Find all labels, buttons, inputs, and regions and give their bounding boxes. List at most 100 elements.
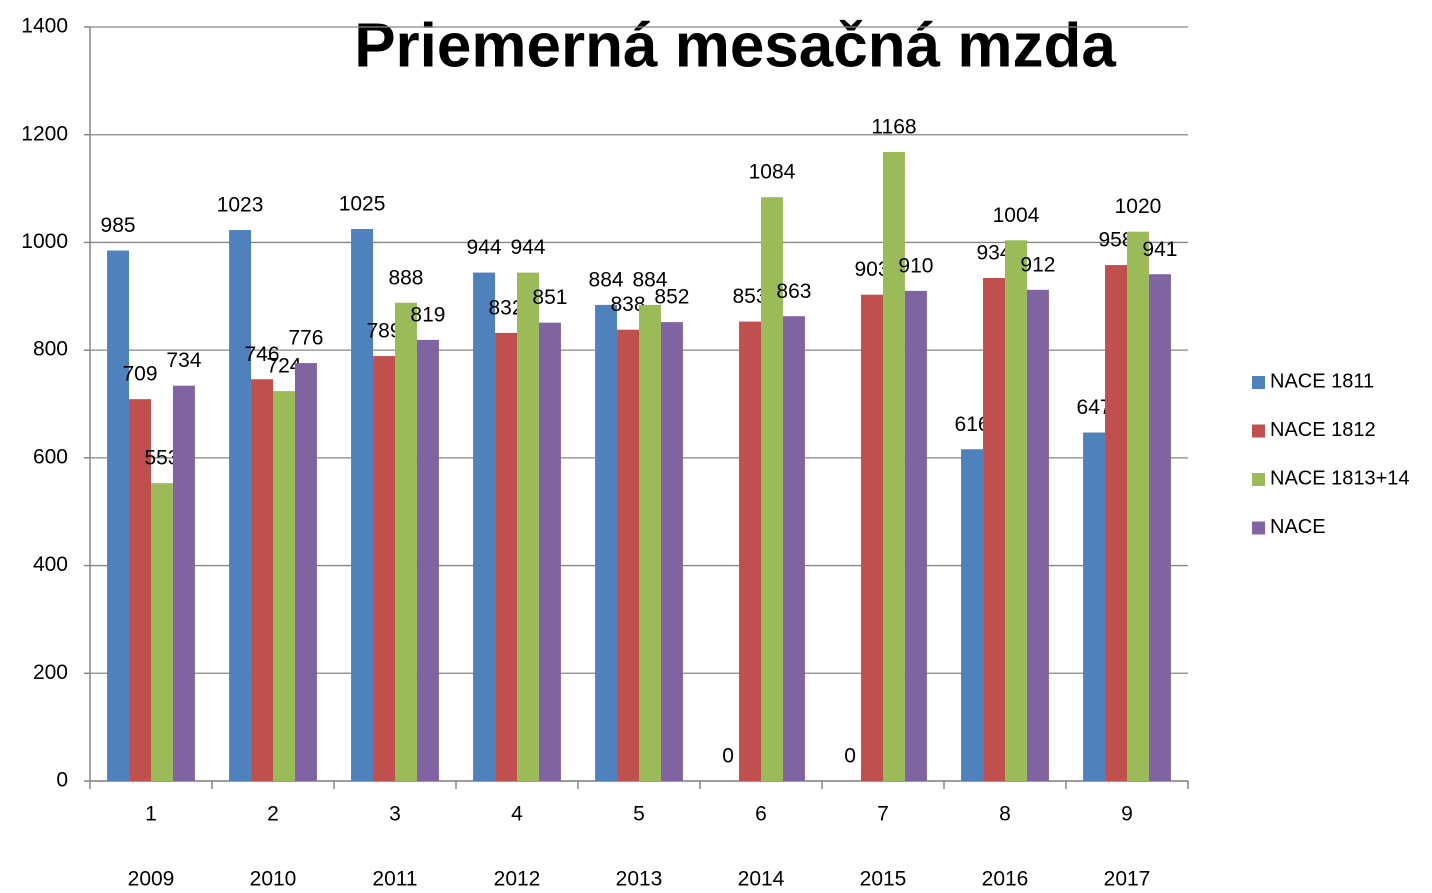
y-tick-label: 0 <box>56 769 68 792</box>
data-label: 832 <box>488 296 523 319</box>
bar <box>1105 265 1127 781</box>
y-tick-label: 1400 <box>21 15 68 38</box>
bar <box>739 321 761 781</box>
data-label: 903 <box>854 258 889 281</box>
x-tick-label: 3 <box>389 803 401 826</box>
data-label: 863 <box>776 280 811 303</box>
year-label: 2010 <box>250 868 297 891</box>
data-label: 0 <box>844 745 856 768</box>
data-label: 853 <box>732 285 767 308</box>
bar <box>1148 274 1171 781</box>
data-label: 1025 <box>339 193 386 216</box>
data-label: 724 <box>266 355 301 378</box>
data-label: 553 <box>144 447 179 470</box>
data-label: 884 <box>632 268 667 291</box>
data-label: 958 <box>1098 229 1133 252</box>
bar <box>861 294 883 781</box>
year-label: 2012 <box>494 868 541 891</box>
year-label: 2017 <box>1104 868 1151 891</box>
bar <box>351 228 374 781</box>
data-label: 884 <box>589 268 624 291</box>
data-label: 941 <box>1142 238 1177 261</box>
bar <box>904 290 927 781</box>
data-label: 776 <box>288 327 323 350</box>
bar <box>473 272 496 781</box>
legend-label: NACE 1812 <box>1270 419 1376 441</box>
bar <box>517 272 539 781</box>
year-label: 2014 <box>738 868 785 891</box>
x-tick-label: 5 <box>633 803 645 826</box>
data-label: 0 <box>722 745 734 768</box>
legend-label: NACE <box>1270 516 1326 538</box>
bar <box>107 250 130 781</box>
legend-swatch <box>1252 424 1265 438</box>
y-tick-label: 1000 <box>21 230 68 253</box>
bar <box>495 332 517 781</box>
data-label: 1084 <box>749 161 796 184</box>
bar <box>961 449 984 781</box>
bar <box>229 230 252 781</box>
data-label: 1023 <box>217 194 264 217</box>
bar <box>395 302 417 781</box>
y-tick-label: 1200 <box>21 122 68 145</box>
bar <box>538 322 561 781</box>
legend-swatch <box>1252 473 1265 486</box>
data-label: 746 <box>244 343 279 366</box>
bar <box>251 379 273 781</box>
x-tick-label: 2 <box>267 803 279 826</box>
y-tick-label: 400 <box>33 553 68 576</box>
bar <box>595 304 618 781</box>
data-label: 944 <box>510 236 545 259</box>
data-label: 1168 <box>871 115 916 138</box>
year-label: 2015 <box>860 868 907 891</box>
x-tick-label: 6 <box>755 803 767 826</box>
bar <box>1127 231 1149 781</box>
data-label: 1004 <box>993 204 1040 227</box>
bar <box>151 483 173 781</box>
x-tick-label: 8 <box>999 803 1011 826</box>
bar <box>1083 432 1106 781</box>
data-label: 912 <box>1020 253 1055 276</box>
data-label: 734 <box>166 349 201 372</box>
year-label: 2016 <box>982 868 1029 891</box>
data-label: 944 <box>467 236 502 259</box>
year-label: 2011 <box>372 868 417 891</box>
year-label: 2013 <box>616 868 663 891</box>
legend-label: NACE 1813+14 <box>1270 467 1410 489</box>
data-label: 888 <box>388 266 423 289</box>
data-label: 851 <box>532 286 567 309</box>
x-tick-label: 9 <box>1121 803 1133 826</box>
data-label: 709 <box>122 363 157 386</box>
data-label: 934 <box>976 242 1011 265</box>
x-tick-label: 4 <box>511 803 523 826</box>
data-label: 616 <box>955 413 990 436</box>
x-tick-label: 7 <box>877 803 889 826</box>
bar <box>660 322 683 781</box>
bar <box>416 339 439 781</box>
bar <box>1005 240 1027 781</box>
bar <box>639 304 661 781</box>
bar <box>883 151 905 781</box>
bar <box>273 391 295 781</box>
x-tick-label: 1 <box>145 803 157 826</box>
data-label: 819 <box>410 303 445 326</box>
bar <box>983 277 1005 781</box>
bar <box>373 356 395 781</box>
data-label: 985 <box>101 214 136 237</box>
year-label: 2009 <box>128 868 175 891</box>
legend-swatch <box>1252 521 1265 535</box>
data-label: 789 <box>366 320 401 343</box>
legend-swatch <box>1252 376 1265 389</box>
bar <box>761 197 783 781</box>
data-label: 852 <box>654 286 689 309</box>
legend-label: NACE 1811 <box>1270 370 1374 392</box>
data-label: 647 <box>1077 396 1112 419</box>
bar <box>782 316 805 781</box>
bar <box>1026 289 1049 781</box>
chart-title: Priemerná mesačná mzda <box>354 11 1116 80</box>
data-label: 1020 <box>1115 195 1162 218</box>
data-label: 838 <box>610 293 645 316</box>
bar <box>172 385 195 781</box>
bar <box>294 363 317 781</box>
